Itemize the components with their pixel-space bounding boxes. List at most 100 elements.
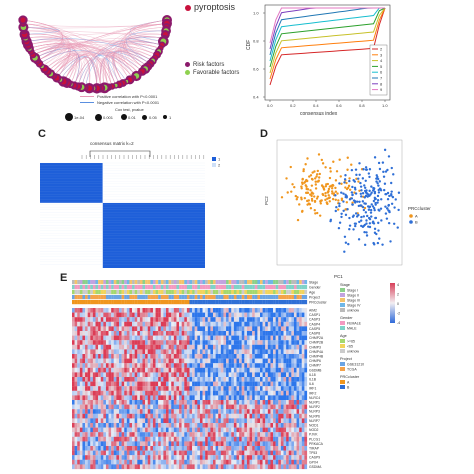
annotation-cell (179, 290, 182, 295)
annotation-cell (291, 290, 295, 295)
heatmap-cell (116, 395, 120, 401)
heatmap-cell (124, 427, 127, 433)
heatmap-cell (129, 386, 133, 391)
annotation-cell (197, 295, 201, 300)
heatmap-cell (90, 390, 93, 396)
heatmap-cell (293, 395, 297, 401)
heatmap-cell (207, 377, 211, 382)
legend-item: unknow (347, 349, 360, 353)
pca-point-b (383, 148, 387, 152)
favorable-label: Favorable factors (193, 70, 240, 77)
heatmap-cell (265, 372, 268, 378)
heatmap-cell (126, 331, 130, 336)
heatmap-cell (283, 409, 287, 414)
heatmap-cell (207, 381, 211, 387)
heatmap-cell (121, 432, 125, 437)
heatmap-cell (288, 390, 292, 396)
heatmap-cell (241, 372, 245, 378)
heatmap-cell (113, 354, 117, 359)
heatmap-cell (176, 450, 180, 456)
annotation-cell (213, 280, 216, 285)
heatmap-cell (254, 464, 258, 470)
heatmap-cell (273, 418, 276, 424)
heatmap-cell (299, 459, 302, 465)
annotation-cell (293, 290, 297, 295)
heatmap-cell (215, 386, 219, 391)
heatmap-cell (301, 427, 305, 433)
heatmap-cell (189, 349, 193, 355)
annotation-cell (121, 300, 125, 305)
heatmap-cell (244, 317, 248, 322)
cox-val-3: 0.01 (128, 115, 136, 120)
heatmap-cell (129, 308, 133, 313)
heatmap-cell (186, 358, 190, 364)
annotation-cell (184, 285, 187, 290)
heatmap-cell (249, 446, 253, 451)
pca-point-b (363, 189, 367, 193)
heatmap-cell (236, 413, 240, 419)
annotation-cell (168, 280, 172, 285)
annotation-cell (158, 295, 161, 300)
heatmap-cell (87, 423, 91, 428)
heatmap-cell (213, 464, 216, 470)
annotation-cell (288, 295, 292, 300)
heatmap-cell (189, 381, 193, 387)
gene-label-chmp3: CHMP3 (309, 345, 321, 349)
cox-dot-1 (65, 113, 73, 121)
heatmap-cell (145, 455, 148, 460)
heatmap-cell (223, 404, 227, 410)
heatmap-cell (90, 317, 93, 322)
pca-point-b (391, 195, 395, 199)
heatmap-cell (192, 395, 195, 401)
annotation-cell (210, 300, 214, 305)
heatmap-cell (129, 326, 133, 332)
heatmap-cell (257, 464, 261, 470)
heatmap-cell (147, 344, 151, 350)
legend-item: B (347, 385, 350, 389)
annotation-cell (152, 290, 156, 295)
heatmap-cell (168, 418, 172, 424)
heatmap-cell (220, 400, 224, 405)
pca-legend-a: A (415, 214, 418, 219)
heatmap-cell (293, 459, 297, 465)
heatmap-cell (160, 326, 164, 332)
heatmap-cell (244, 349, 248, 355)
heatmap-cell (273, 363, 276, 368)
annotation-cell (199, 290, 203, 295)
annotation-cell (103, 285, 107, 290)
heatmap-cell (233, 413, 237, 419)
cox-val-1: 1e-04 (74, 115, 85, 120)
annotation-cell (126, 285, 130, 290)
heatmap-cell (113, 409, 117, 414)
annotation-cell (218, 295, 221, 300)
heatmap-cell (223, 344, 227, 350)
heatmap-cell (98, 418, 101, 424)
annotation-cell (231, 290, 234, 295)
heatmap-cell (260, 418, 263, 424)
heatmap-cell (108, 418, 112, 424)
annotation-cell (168, 295, 172, 300)
heatmap-cell (171, 340, 174, 345)
heatmap-cell (121, 446, 125, 451)
heatmap-cell (205, 427, 208, 433)
heatmap-cell (207, 367, 211, 373)
heatmap-cell (168, 441, 172, 447)
cox-val-4: 0.05 (149, 115, 157, 120)
heatmap-cell (98, 459, 101, 465)
heatmap-cell (82, 381, 86, 387)
annotation-cell (197, 290, 201, 295)
heatmap-cell (168, 363, 172, 368)
annotation-cell (275, 300, 279, 305)
heatmap-cell (205, 326, 208, 332)
heatmap-cell (160, 344, 164, 350)
heatmap-cell (168, 367, 172, 373)
heatmap-cell (181, 423, 185, 428)
heatmap-cell (90, 459, 93, 465)
legend-swatch (340, 362, 345, 366)
annotation-cell (85, 290, 88, 295)
pca-point-b (387, 155, 391, 158)
heatmap-cell (280, 418, 284, 424)
heatmap-cell (192, 363, 195, 368)
heatmap-cell (77, 381, 80, 387)
heatmap-cell (241, 308, 245, 313)
